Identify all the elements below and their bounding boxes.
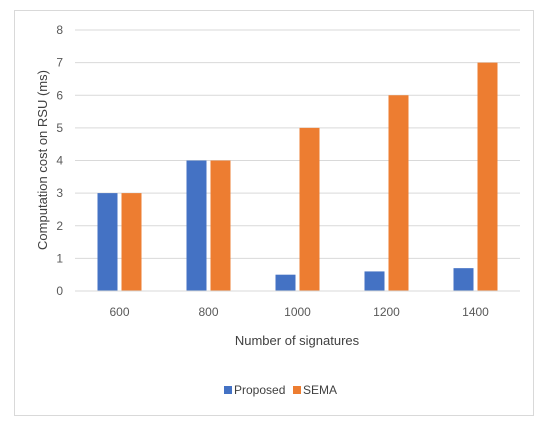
bar-sema-1400 — [477, 62, 498, 291]
legend: Proposed SEMA — [224, 383, 337, 397]
y-axis-ticks: 0 1 2 3 4 5 6 7 8 — [56, 23, 63, 298]
bars — [97, 62, 498, 291]
gridlines — [75, 29, 520, 259]
x-tick-label: 1200 — [373, 305, 400, 319]
legend-label-sema: SEMA — [303, 383, 337, 397]
x-tick-label: 800 — [198, 305, 218, 319]
legend-label-proposed: Proposed — [234, 383, 285, 397]
bar-proposed-1000 — [275, 274, 296, 291]
y-tick-label: 8 — [56, 23, 63, 37]
y-axis-title: Computation cost on RSU (ms) — [35, 70, 50, 250]
x-tick-label: 1000 — [284, 305, 311, 319]
bar-proposed-1200 — [364, 271, 385, 291]
legend-swatch-proposed — [224, 386, 232, 394]
y-tick-label: 1 — [56, 251, 63, 265]
x-tick-label: 600 — [109, 305, 129, 319]
y-tick-label: 2 — [56, 219, 63, 233]
x-axis-title: Number of signatures — [235, 333, 360, 348]
bar-proposed-800 — [186, 160, 207, 291]
y-tick-label: 3 — [56, 186, 63, 200]
legend-swatch-sema — [293, 386, 301, 394]
bar-sema-1000 — [299, 127, 320, 291]
y-tick-label: 0 — [56, 284, 63, 298]
bar-sema-1200 — [388, 95, 409, 291]
x-tick-label: 1400 — [462, 305, 489, 319]
y-tick-label: 5 — [56, 121, 63, 135]
x-axis-ticks: 600 800 1000 1200 1400 — [109, 305, 489, 319]
bar-sema-600 — [121, 193, 142, 291]
bar-sema-800 — [210, 160, 231, 291]
y-tick-label: 7 — [56, 56, 63, 70]
y-tick-label: 4 — [56, 154, 63, 168]
bar-proposed-1400 — [453, 268, 474, 291]
y-tick-label: 6 — [56, 88, 63, 102]
bar-proposed-600 — [97, 193, 118, 291]
